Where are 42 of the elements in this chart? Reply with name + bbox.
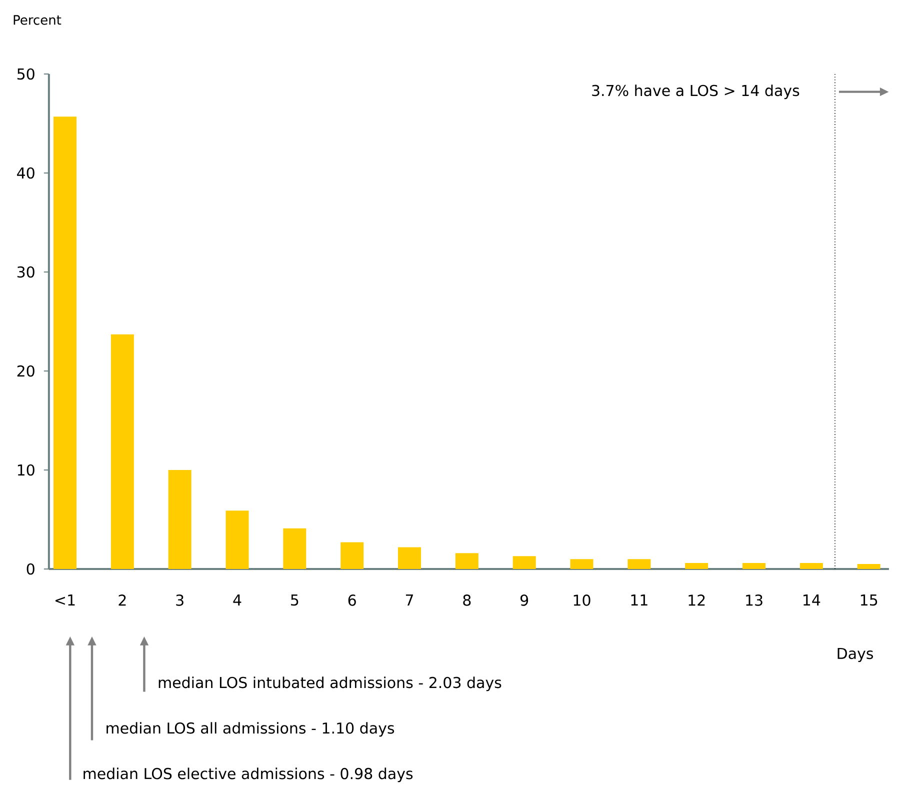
y-tick-label: 20 (17, 365, 34, 377)
bar (283, 528, 306, 569)
x-tick-label: 15 (860, 594, 878, 606)
bar (54, 116, 76, 569)
bar (742, 563, 766, 569)
y-tick-label: 50 (17, 68, 34, 80)
x-tick-label: 12 (688, 594, 705, 606)
bar (512, 556, 536, 569)
bar (455, 553, 478, 569)
bar (168, 470, 192, 569)
x-tick-label: 8 (463, 594, 471, 606)
x-tick-label: 10 (574, 594, 590, 606)
y-tick-label: 30 (17, 266, 34, 278)
x-tick-label: 11 (631, 594, 648, 606)
x-tick-label: <1 (56, 594, 75, 606)
x-tick-label: 3 (176, 594, 184, 606)
x-tick-label: 14 (804, 594, 820, 606)
bar (857, 564, 880, 569)
y-tick-label: 0 (26, 563, 34, 575)
text: median LOS intubated admissions - 2.03 days (158, 676, 502, 692)
text: median LOS all admissions - 1.10 days (106, 722, 394, 737)
x-tick-label: 6 (348, 594, 356, 606)
x-tick-label: 13 (746, 594, 762, 606)
bar (570, 559, 594, 569)
bar (110, 334, 134, 569)
x-tick-label: 5 (291, 594, 298, 606)
bar (398, 547, 421, 569)
bar (340, 542, 364, 569)
x-tick-label: 7 (406, 594, 413, 606)
text: median LOS elective admissions - 0.98 days (84, 768, 413, 782)
y-tick-label: 10 (18, 464, 34, 476)
bar (226, 510, 249, 569)
x-tick-label: 4 (233, 594, 242, 606)
bar (800, 563, 823, 569)
y-axis-title: Percent (14, 15, 62, 25)
bar (685, 563, 708, 569)
y-tick-label: 40 (17, 167, 34, 179)
x-tick-label: 2 (118, 594, 126, 606)
x-axis-title: Days (838, 648, 873, 662)
bar (628, 559, 651, 569)
annotation: 3.7% have a LOS > 14 days (592, 84, 800, 100)
x-tick-label: 9 (520, 594, 528, 606)
